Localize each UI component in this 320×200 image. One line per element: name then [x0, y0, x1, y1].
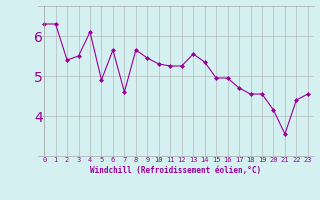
X-axis label: Windchill (Refroidissement éolien,°C): Windchill (Refroidissement éolien,°C) — [91, 166, 261, 175]
